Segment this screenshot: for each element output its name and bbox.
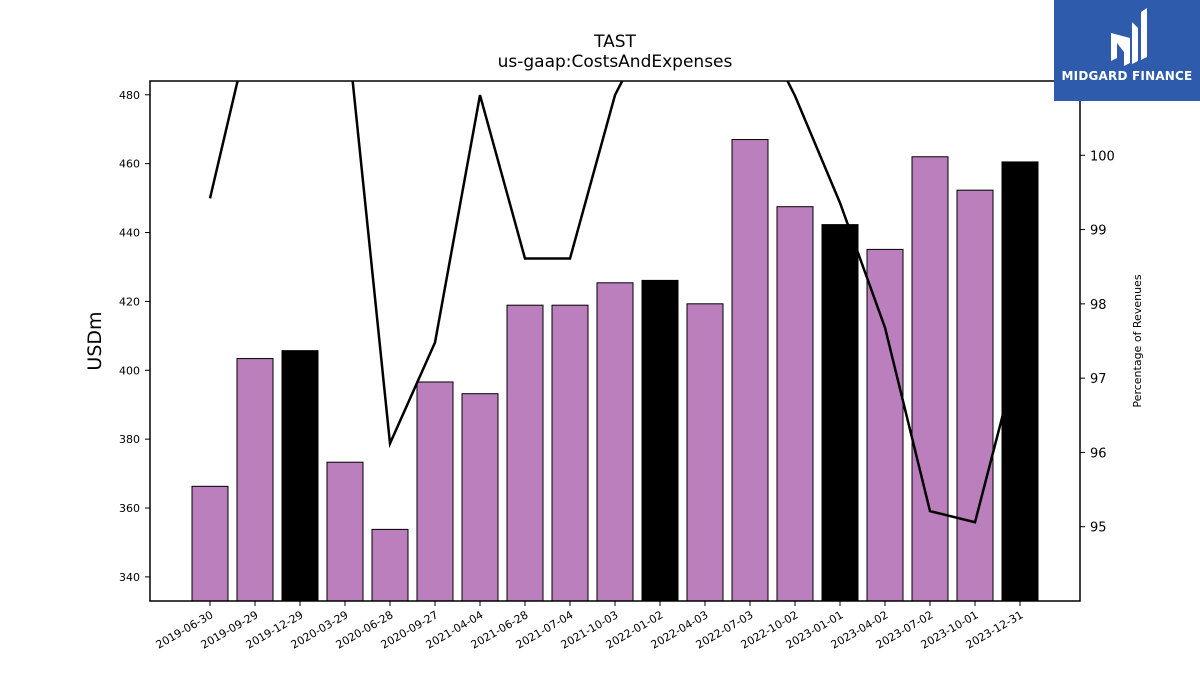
chart-subtitle: us-gaap:CostsAndExpenses <box>497 52 733 72</box>
y2-axis-label: Percentage of Revenues <box>1131 274 1144 407</box>
y2-tick-label: 96 <box>1090 446 1107 461</box>
bar <box>236 358 274 602</box>
bar <box>1001 161 1039 602</box>
bar <box>461 393 499 602</box>
bar <box>686 303 724 602</box>
y-tick-label: 380 <box>119 433 140 446</box>
bar <box>641 279 679 602</box>
line-series <box>208 81 1022 524</box>
bar <box>506 304 544 602</box>
y-tick-label: 360 <box>119 502 140 515</box>
y-tick-label: 400 <box>119 364 140 377</box>
bar <box>956 189 994 602</box>
bar <box>596 282 634 602</box>
brand-logo: MIDGARD FINANCE <box>1054 0 1200 101</box>
bar <box>821 224 859 602</box>
bar <box>731 139 769 602</box>
y-tick-label: 340 <box>119 571 140 584</box>
bar <box>326 461 364 602</box>
bar <box>776 206 814 602</box>
y2-tick-label: 99 <box>1090 224 1107 239</box>
y2-tick-label: 97 <box>1090 372 1107 387</box>
y2-tick-label: 98 <box>1090 298 1107 313</box>
bar <box>866 248 904 602</box>
y2-tick-label: 95 <box>1090 521 1107 536</box>
bar <box>371 528 409 602</box>
y-axis-label: USDm <box>84 311 106 370</box>
bar <box>911 156 949 602</box>
bar <box>551 304 589 602</box>
y-tick-label: 440 <box>119 227 140 240</box>
y2-tick-label: 100 <box>1090 149 1115 164</box>
y-tick-label: 420 <box>119 295 140 308</box>
logo-mark-icon <box>1111 8 1147 66</box>
y-tick-label: 460 <box>119 158 140 171</box>
bar <box>416 381 454 602</box>
chart-title: TAST <box>594 32 636 52</box>
bar <box>281 350 319 602</box>
brand-name: MIDGARD FINANCE <box>1061 69 1193 83</box>
bar <box>191 485 229 602</box>
y-tick-label: 480 <box>119 89 140 102</box>
